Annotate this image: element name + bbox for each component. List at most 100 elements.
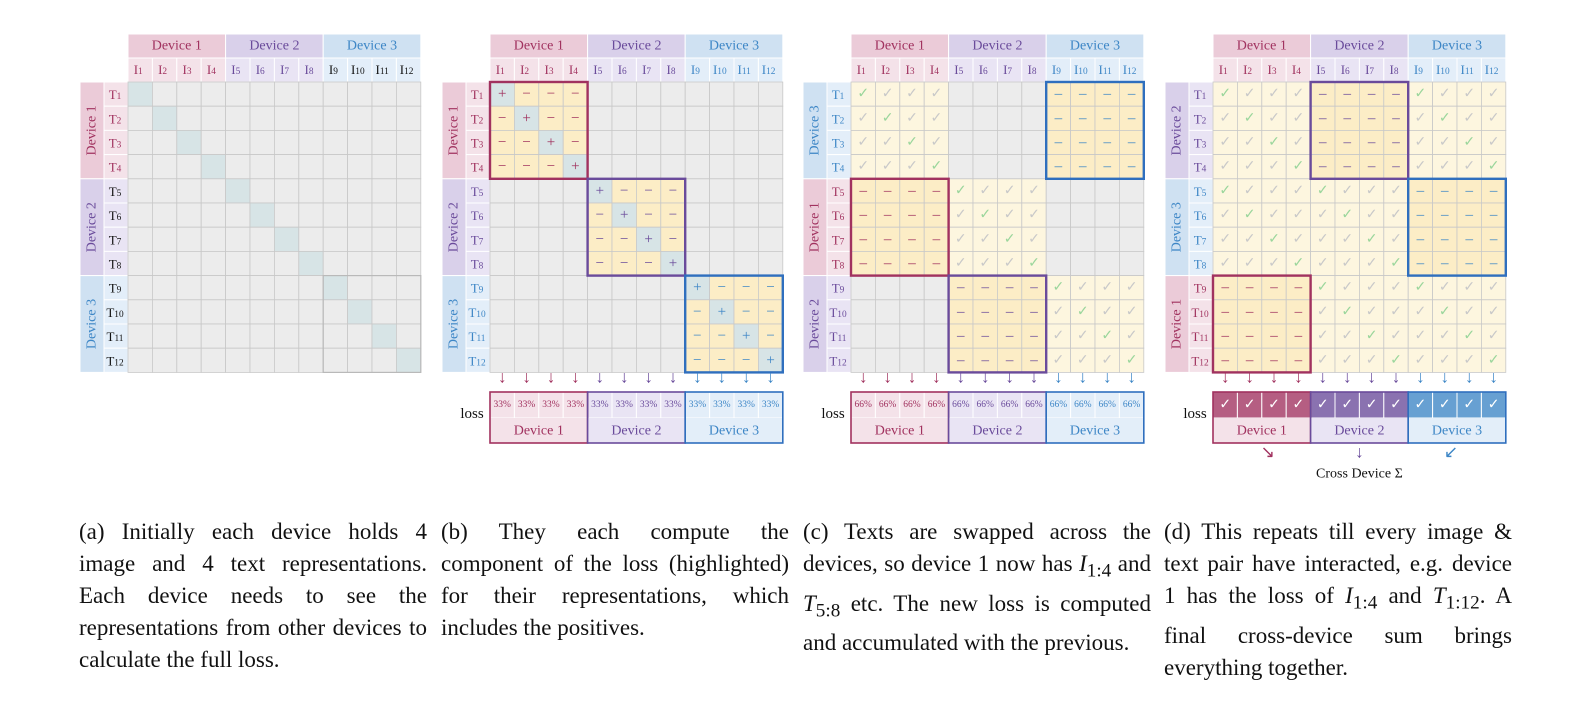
cell-mark: ✓ xyxy=(979,208,991,223)
matrix-cell xyxy=(923,347,950,373)
matrix-cell xyxy=(587,105,613,131)
matrix-cell xyxy=(923,299,950,325)
matrix-cell xyxy=(298,202,324,228)
text-label-sub: 11 xyxy=(837,334,846,344)
matrix-cell xyxy=(1261,178,1287,204)
matrix-cell xyxy=(514,323,540,349)
matrix-cell xyxy=(371,323,397,349)
col-image-header xyxy=(709,57,735,83)
matrix-cell xyxy=(875,81,901,107)
cell-mark: + xyxy=(498,86,506,102)
cell-mark: – xyxy=(907,231,916,247)
matrix-cell xyxy=(322,323,349,349)
image-label: I8 xyxy=(666,62,675,78)
cell-mark: – xyxy=(1294,352,1303,368)
text-label: T9 xyxy=(471,280,484,296)
cell-mark: – xyxy=(1245,304,1254,320)
cell-mark: ✓ xyxy=(1268,232,1280,247)
cell-mark: – xyxy=(1102,110,1111,126)
cell-mark: ✓ xyxy=(882,87,894,102)
row-device-header-label: Device 2 xyxy=(447,202,462,252)
matrix-cell xyxy=(151,202,178,228)
matrix-cell xyxy=(514,154,540,180)
image-label: I11 xyxy=(376,62,390,78)
cell-mark: ✓ xyxy=(1268,159,1280,174)
matrix-cell xyxy=(298,154,324,180)
matrix-cell xyxy=(538,323,564,349)
text-label: T11 xyxy=(1192,329,1209,345)
matrix-cell xyxy=(1021,81,1047,107)
matrix-cell xyxy=(660,250,686,276)
cell-mark: ✓ xyxy=(1390,232,1402,247)
cell-mark: – xyxy=(1005,352,1014,368)
matrix-cell xyxy=(489,250,515,276)
down-arrow: ↓ xyxy=(571,368,580,387)
col-device-header xyxy=(850,33,950,59)
image-label: I9 xyxy=(1052,62,1061,78)
matrix-cell xyxy=(1310,275,1336,301)
image-label-base: I xyxy=(496,62,500,77)
cell-mark: ✓ xyxy=(1390,304,1402,319)
caption-c: (c) Texts are swapped across the devices… xyxy=(803,519,1151,656)
matrix-cell xyxy=(875,323,901,349)
matrix-cell xyxy=(322,154,349,180)
image-label-base: I xyxy=(1365,62,1369,77)
cell-mark: – xyxy=(1294,328,1303,344)
image-label-sub: 5 xyxy=(1321,67,1326,77)
text-label: T8 xyxy=(832,256,845,272)
text-label-base: T xyxy=(1191,304,1199,319)
image-label-sub: 2 xyxy=(1247,67,1252,77)
matrix-cell xyxy=(298,250,324,276)
matrix-cell xyxy=(395,299,422,325)
matrix-cell xyxy=(176,299,202,325)
cell-mark: – xyxy=(1220,304,1229,320)
matrix-cell xyxy=(489,105,515,131)
text-label-base: T xyxy=(1194,159,1202,174)
row-text-header xyxy=(826,250,852,277)
matrix-cell xyxy=(395,129,422,155)
text-label-sub: 1 xyxy=(479,92,484,102)
text-label: T5 xyxy=(109,183,122,199)
matrix-cell xyxy=(1310,226,1336,252)
cell-mark: ✓ xyxy=(1268,111,1280,126)
matrix-cell xyxy=(562,275,589,301)
matrix-cell xyxy=(322,202,349,228)
text-label: T3 xyxy=(471,135,484,151)
matrix-cell xyxy=(758,250,784,276)
matrix-cell xyxy=(489,299,515,325)
cell-mark: − xyxy=(620,231,628,247)
matrix-cell xyxy=(1359,129,1385,155)
matrix-cell xyxy=(225,347,251,373)
matrix-cell xyxy=(371,129,397,155)
row-device-header xyxy=(802,178,828,277)
matrix-cell xyxy=(273,299,300,325)
cell-mark: ✓ xyxy=(882,159,894,174)
matrix-cell xyxy=(176,129,202,155)
down-arrow: ↓ xyxy=(1245,368,1254,387)
matrix-cell xyxy=(611,81,637,107)
loss-value: ✓ xyxy=(1488,398,1500,413)
cell-mark: ✓ xyxy=(1268,208,1280,223)
text-label-sub: 5 xyxy=(840,189,845,199)
matrix-cell xyxy=(371,81,397,107)
image-label-sub: 3 xyxy=(549,67,554,77)
text-label-sub: 10 xyxy=(476,310,486,320)
down-arrow: ↓ xyxy=(693,368,702,387)
matrix-cell xyxy=(899,299,925,325)
text-label-sub: 2 xyxy=(117,116,122,126)
cell-mark: − xyxy=(718,352,726,368)
matrix-cell xyxy=(1285,299,1311,325)
matrix-cell xyxy=(371,105,397,131)
row-text-header xyxy=(826,226,852,252)
matrix-cell xyxy=(538,275,564,301)
matrix-cell xyxy=(225,323,251,349)
cell-mark: − xyxy=(644,207,652,223)
cell-mark: − xyxy=(693,328,701,344)
cell-mark: – xyxy=(1416,256,1425,272)
image-label: I5 xyxy=(231,62,240,78)
image-label: I4 xyxy=(930,62,939,78)
matrix-cell xyxy=(636,178,662,204)
matrix-cell xyxy=(636,299,662,325)
cell-mark: – xyxy=(1391,110,1400,126)
matrix-cell xyxy=(923,202,950,228)
